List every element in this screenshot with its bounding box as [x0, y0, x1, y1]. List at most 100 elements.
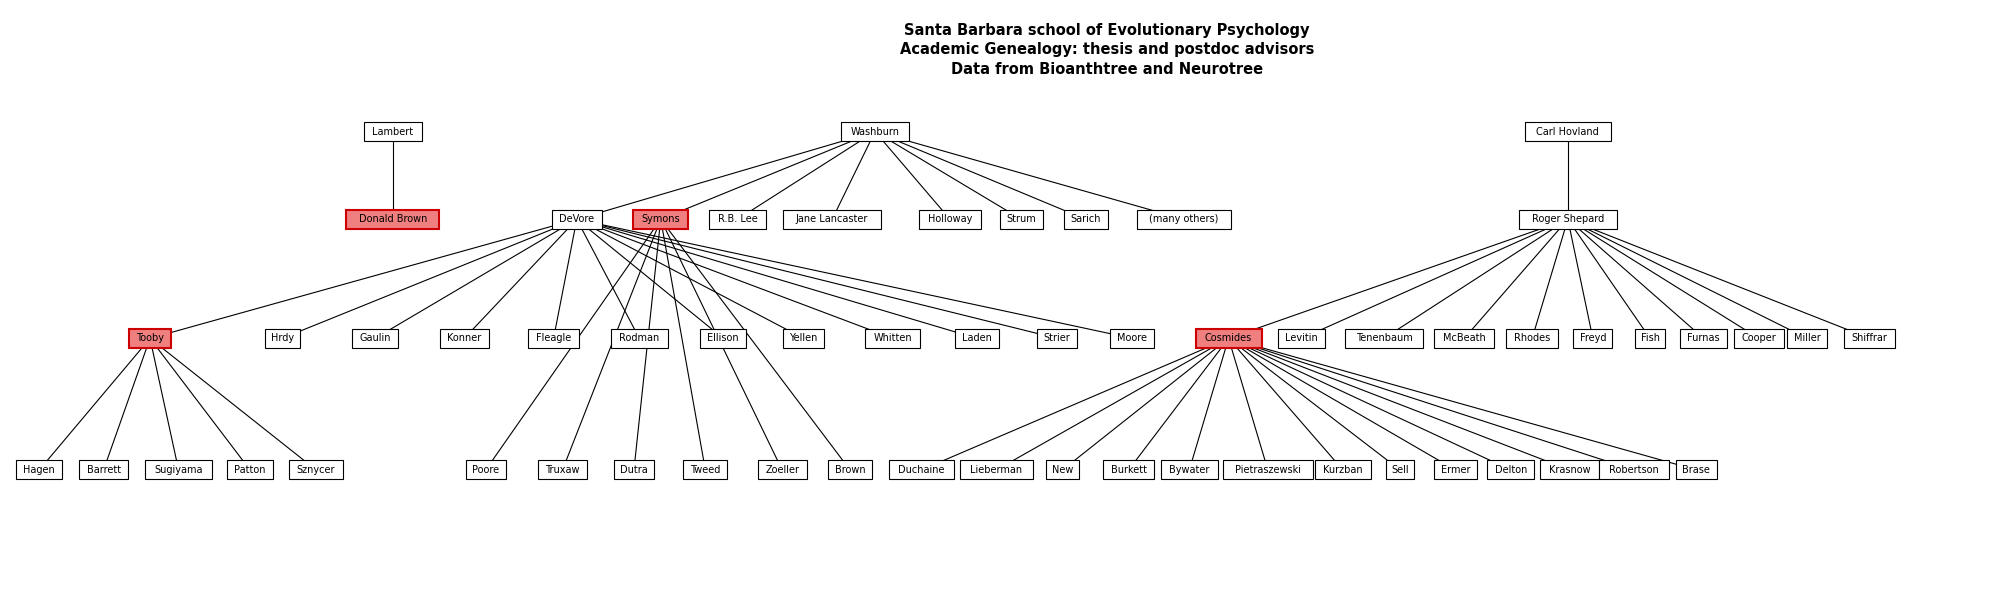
- FancyBboxPatch shape: [288, 461, 344, 479]
- Text: Ermer: Ermer: [1440, 465, 1470, 475]
- Text: (many others): (many others): [1150, 214, 1218, 224]
- Text: R.B. Lee: R.B. Lee: [718, 214, 758, 224]
- Text: Sznycer: Sznycer: [296, 465, 336, 475]
- FancyBboxPatch shape: [1636, 329, 1664, 348]
- FancyBboxPatch shape: [1680, 329, 1728, 348]
- FancyBboxPatch shape: [1038, 329, 1076, 348]
- FancyBboxPatch shape: [1676, 461, 1716, 479]
- FancyBboxPatch shape: [866, 329, 920, 348]
- FancyBboxPatch shape: [1488, 461, 1534, 479]
- FancyBboxPatch shape: [552, 210, 602, 229]
- FancyBboxPatch shape: [1278, 329, 1326, 348]
- Text: Fish: Fish: [1640, 333, 1660, 343]
- Text: Konner: Konner: [448, 333, 482, 343]
- FancyBboxPatch shape: [956, 329, 998, 348]
- Text: Zoeller: Zoeller: [766, 465, 800, 475]
- FancyBboxPatch shape: [346, 210, 440, 229]
- FancyBboxPatch shape: [710, 210, 766, 229]
- Text: Tweed: Tweed: [690, 465, 720, 475]
- FancyBboxPatch shape: [1314, 461, 1370, 479]
- Text: Cosmides: Cosmides: [1204, 333, 1252, 343]
- FancyBboxPatch shape: [144, 461, 212, 479]
- FancyBboxPatch shape: [1064, 210, 1108, 229]
- Text: Moore: Moore: [1118, 333, 1148, 343]
- Text: Burkett: Burkett: [1110, 465, 1146, 475]
- Text: Holloway: Holloway: [928, 214, 972, 224]
- FancyBboxPatch shape: [364, 122, 422, 141]
- Text: Miller: Miller: [1794, 333, 1820, 343]
- FancyBboxPatch shape: [80, 461, 128, 479]
- FancyBboxPatch shape: [1574, 329, 1612, 348]
- FancyBboxPatch shape: [440, 329, 488, 348]
- FancyBboxPatch shape: [782, 329, 824, 348]
- Text: Donald Brown: Donald Brown: [358, 214, 428, 224]
- FancyBboxPatch shape: [684, 461, 728, 479]
- FancyBboxPatch shape: [960, 461, 1032, 479]
- FancyBboxPatch shape: [1386, 461, 1414, 479]
- FancyBboxPatch shape: [1046, 461, 1078, 479]
- FancyBboxPatch shape: [918, 210, 982, 229]
- FancyBboxPatch shape: [1734, 329, 1784, 348]
- FancyBboxPatch shape: [538, 461, 588, 479]
- FancyBboxPatch shape: [828, 461, 872, 479]
- FancyBboxPatch shape: [758, 461, 806, 479]
- Text: Fleagle: Fleagle: [536, 333, 572, 343]
- Text: Ellison: Ellison: [708, 333, 740, 343]
- Text: Santa Barbara school of Evolutionary Psychology
Academic Genealogy: thesis and p: Santa Barbara school of Evolutionary Psy…: [900, 22, 1314, 77]
- FancyBboxPatch shape: [130, 329, 170, 348]
- Text: Lieberman: Lieberman: [970, 465, 1022, 475]
- Text: Hagen: Hagen: [24, 465, 56, 475]
- FancyBboxPatch shape: [1600, 461, 1668, 479]
- Text: Bywater: Bywater: [1170, 465, 1210, 475]
- Text: Strier: Strier: [1044, 333, 1070, 343]
- Text: Tooby: Tooby: [136, 333, 164, 343]
- Text: Dutra: Dutra: [620, 465, 648, 475]
- Text: Rhodes: Rhodes: [1514, 333, 1550, 343]
- FancyBboxPatch shape: [610, 329, 668, 348]
- FancyBboxPatch shape: [1136, 210, 1232, 229]
- Text: Carl Hovland: Carl Hovland: [1536, 127, 1600, 137]
- Text: McBeath: McBeath: [1442, 333, 1486, 343]
- Text: Freyd: Freyd: [1580, 333, 1606, 343]
- FancyBboxPatch shape: [782, 210, 882, 229]
- Text: Krasnow: Krasnow: [1548, 465, 1590, 475]
- FancyBboxPatch shape: [700, 329, 746, 348]
- Text: Barrett: Barrett: [86, 465, 120, 475]
- Text: Patton: Patton: [234, 465, 266, 475]
- FancyBboxPatch shape: [1518, 210, 1616, 229]
- Text: New: New: [1052, 465, 1074, 475]
- Text: Brase: Brase: [1682, 465, 1710, 475]
- Text: Brown: Brown: [834, 465, 866, 475]
- FancyBboxPatch shape: [1788, 329, 1826, 348]
- FancyBboxPatch shape: [840, 122, 910, 141]
- Text: Yellen: Yellen: [790, 333, 818, 343]
- FancyBboxPatch shape: [1844, 329, 1896, 348]
- Text: Strum: Strum: [1006, 214, 1036, 224]
- FancyBboxPatch shape: [16, 461, 62, 479]
- Text: Gaulin: Gaulin: [360, 333, 390, 343]
- Text: Shiffrar: Shiffrar: [1852, 333, 1888, 343]
- FancyBboxPatch shape: [528, 329, 578, 348]
- Text: Tenenbaum: Tenenbaum: [1356, 333, 1412, 343]
- Text: Delton: Delton: [1494, 465, 1526, 475]
- FancyBboxPatch shape: [1196, 329, 1262, 348]
- Text: Rodman: Rodman: [620, 333, 660, 343]
- FancyBboxPatch shape: [1434, 329, 1494, 348]
- FancyBboxPatch shape: [1110, 329, 1154, 348]
- Text: Robertson: Robertson: [1610, 465, 1658, 475]
- FancyBboxPatch shape: [1344, 329, 1424, 348]
- Text: Whitten: Whitten: [874, 333, 912, 343]
- Text: Roger Shepard: Roger Shepard: [1532, 214, 1604, 224]
- FancyBboxPatch shape: [1434, 461, 1476, 479]
- FancyBboxPatch shape: [1540, 461, 1598, 479]
- FancyBboxPatch shape: [264, 329, 300, 348]
- Text: Cooper: Cooper: [1742, 333, 1776, 343]
- FancyBboxPatch shape: [1160, 461, 1218, 479]
- FancyBboxPatch shape: [352, 329, 398, 348]
- Text: Laden: Laden: [962, 333, 992, 343]
- Text: Furnas: Furnas: [1688, 333, 1720, 343]
- Text: Lambert: Lambert: [372, 127, 414, 137]
- Text: Duchaine: Duchaine: [898, 465, 944, 475]
- FancyBboxPatch shape: [634, 210, 688, 229]
- FancyBboxPatch shape: [228, 461, 272, 479]
